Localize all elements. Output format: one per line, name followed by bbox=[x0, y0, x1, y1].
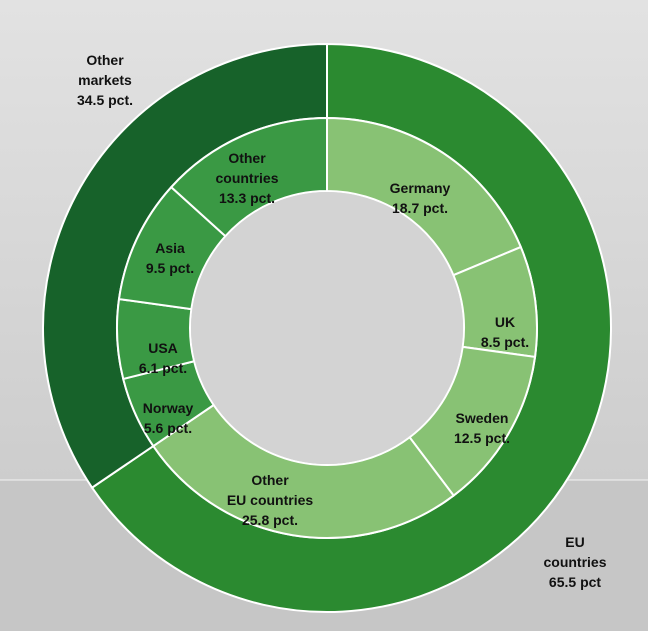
outer-label: EU countries 65.5 pct bbox=[543, 532, 606, 592]
category-label: Other EU countries bbox=[226, 472, 314, 508]
category-label: Sweden bbox=[455, 410, 509, 426]
inner-label: USA 6.1 pct. bbox=[139, 338, 187, 378]
value-label: 8.5 pct. bbox=[480, 334, 530, 350]
inner-label: Other EU countries 25.8 pct. bbox=[227, 470, 313, 530]
value-label: 13.3 pct. bbox=[218, 190, 276, 206]
value-label: 65.5 pct bbox=[548, 574, 602, 590]
hole bbox=[191, 192, 463, 464]
value-label: 6.1 pct. bbox=[138, 360, 188, 376]
category-label: USA bbox=[148, 340, 178, 356]
value-label: 18.7 pct. bbox=[391, 200, 449, 216]
category-label: Norway bbox=[142, 400, 194, 416]
value-label: 25.8 pct. bbox=[241, 512, 299, 528]
inner-segment bbox=[151, 403, 456, 539]
inner-label: Other countries 13.3 pct. bbox=[215, 148, 278, 208]
value-label: 5.6 pct. bbox=[143, 420, 193, 436]
outer-label: Other markets 34.5 pct. bbox=[77, 50, 133, 110]
inner-label: UK 8.5 pct. bbox=[481, 312, 529, 352]
inner-segment bbox=[169, 116, 328, 238]
inner-label: Norway 5.6 pct. bbox=[143, 398, 194, 438]
value-label: 12.5 pct. bbox=[453, 430, 511, 446]
category-label: Asia bbox=[155, 240, 185, 256]
inner-label: Sweden 12.5 pct. bbox=[454, 408, 510, 448]
category-label: UK bbox=[494, 314, 516, 330]
category-label: Other countries bbox=[215, 150, 279, 186]
value-label: 34.5 pct. bbox=[76, 92, 134, 108]
value-label: 9.5 pct. bbox=[145, 260, 195, 276]
category-label: EU countries bbox=[543, 534, 607, 570]
inner-label: Asia 9.5 pct. bbox=[146, 238, 194, 278]
category-label: Other markets bbox=[78, 52, 132, 88]
inner-label: Germany 18.7 pct. bbox=[390, 178, 451, 218]
category-label: Germany bbox=[389, 180, 451, 196]
